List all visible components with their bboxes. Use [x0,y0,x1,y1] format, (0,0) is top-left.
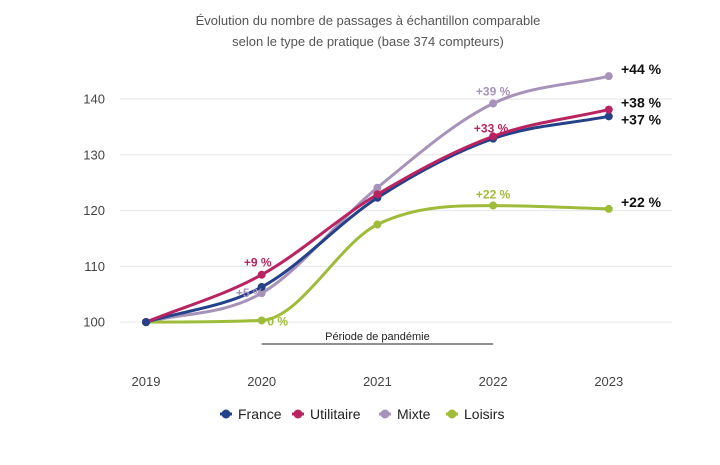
legend-label-loisirs: Loisirs [464,406,504,422]
point-loisirs-2021 [373,220,382,229]
x-tick-2021: 2021 [363,374,392,389]
y-tick-130: 130 [83,147,105,162]
end-label-france: +37 % [621,112,662,128]
pandemic-period: Période de pandémie [261,331,494,345]
series-line-france [144,114,611,324]
point-mixte-2022 [489,99,498,108]
y-tick-120: 120 [83,203,105,218]
legend-label-france: France [238,406,282,422]
grid [120,98,672,323]
point-france-2020 [257,282,266,291]
y-tick-110: 110 [84,259,105,274]
pandemic-period-label: Période de pandémie [325,331,430,343]
end-label-loisirs: +22 % [621,194,662,210]
point-loisirs-2020 [257,316,266,325]
point-france-2023 [604,112,613,121]
series-points [142,72,613,327]
legend: France Utilitaire Mixte Loisirs [220,406,504,422]
annotations: +9 % +5 %0 % +39 % +33 % +22 % [236,85,511,329]
x-tick-2019: 2019 [132,374,161,389]
end-label-mixte: +44 % [621,61,662,77]
point-origin-2019 [142,318,150,327]
series-line-utilitaire [144,108,611,324]
annotation-utilitaire-2022: +33 % [474,121,509,135]
x-tick-2022: 2022 [479,374,508,389]
legend-marker-france [221,409,231,419]
end-label-utilitaire: +38 % [621,95,662,111]
point-loisirs-2023 [604,204,613,213]
point-utilitaire-2021 [373,190,382,199]
chart-title-line-2: selon le type de pratique (base 374 comp… [232,34,504,49]
annotation-loisirs-2020: 0 % [267,314,288,328]
legend-marker-utilitaire [293,409,303,419]
point-loisirs-2022 [489,201,498,210]
point-utilitaire-2023 [604,105,613,114]
annotation-mixte-2020: +5 % [236,286,264,300]
point-mixte-2020 [257,289,266,298]
y-tick-100: 100 [83,315,105,330]
legend-marker-loisirs [447,409,457,419]
point-utilitaire-2020 [257,270,266,279]
point-utilitaire-2022 [489,132,498,141]
x-tick-2023: 2023 [594,374,623,389]
legend-label-utilitaire: Utilitaire [310,406,361,422]
y-tick-140: 140 [83,92,105,107]
annotation-mixte-2022: +39 % [476,85,511,99]
legend-label-mixte: Mixte [397,406,431,422]
x-tick-2020: 2020 [247,374,276,389]
y-axis: 100 110 120 130 140 [83,92,105,330]
x-axis: 2019 2020 2021 2022 2023 [132,374,624,389]
legend-marker-mixte [380,409,390,419]
end-labels: +44 % +38 %+37 % +22 % [621,61,662,210]
point-mixte-2023 [604,72,613,81]
annotation-utilitaire-2020: +9 % [244,256,272,270]
chart-title-line-1: Évolution du nombre de passages à échant… [196,13,541,28]
point-mixte-2021 [373,183,382,192]
annotation-loisirs-2022: +22 % [476,188,511,202]
